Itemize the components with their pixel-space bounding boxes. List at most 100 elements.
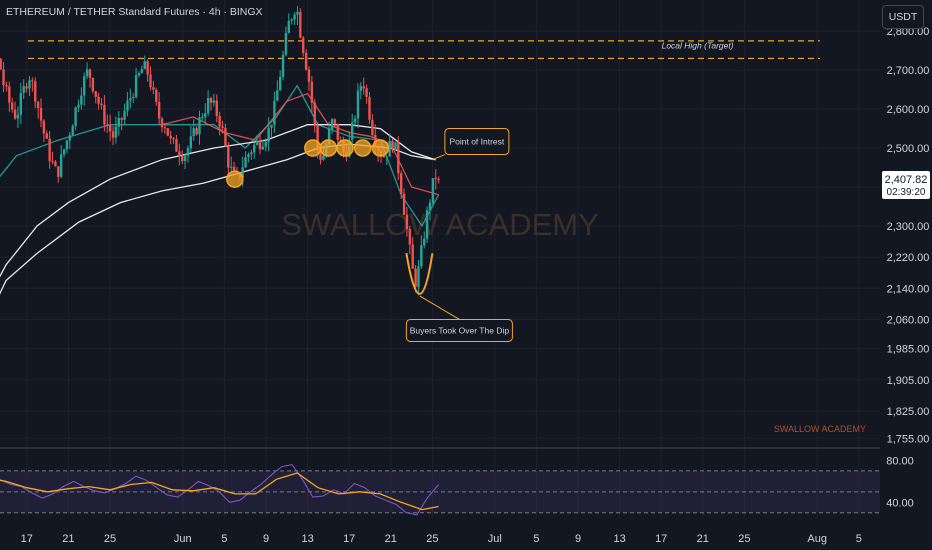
- candle-body: [54, 161, 57, 167]
- price-levels: [28, 40, 820, 60]
- candle-body: [316, 124, 319, 151]
- date-tick-label: 9: [263, 533, 269, 545]
- support-touch-marker: [226, 170, 244, 188]
- candle-body: [175, 139, 178, 152]
- price-tick-label: 2,140.00: [887, 283, 930, 295]
- candle-body: [408, 229, 412, 245]
- date-tick-label: 17: [655, 533, 667, 545]
- candle-body: [336, 123, 339, 140]
- candle-body: [0, 58, 2, 70]
- candle-body: [126, 100, 129, 111]
- candle-body: [227, 146, 230, 168]
- date-tick-label: 21: [62, 533, 74, 545]
- candle-body: [221, 126, 224, 128]
- candle-body: [333, 119, 337, 124]
- candle-body: [80, 95, 83, 105]
- candle-body: [123, 110, 126, 120]
- candle-body: [97, 96, 100, 104]
- candle-body: [10, 102, 14, 110]
- candle-body: [186, 148, 190, 156]
- candle-body: [25, 86, 28, 89]
- candle-body: [91, 78, 95, 92]
- dip-arc: [405, 253, 434, 295]
- date-tick-label: 21: [697, 533, 709, 545]
- date-tick-label: 13: [613, 533, 625, 545]
- callout-text: Buyers Took Over The Dip: [410, 325, 510, 335]
- candle-body: [108, 125, 112, 132]
- candle-body: [397, 142, 400, 174]
- candle-body: [241, 167, 244, 178]
- chart-title: ETHEREUM / TETHER Standard Futures · 4h …: [6, 6, 263, 18]
- candle-body: [371, 119, 374, 135]
- candle-body: [382, 156, 386, 158]
- candle-body: [304, 52, 308, 70]
- candle-body: [437, 178, 440, 180]
- candle-body: [22, 86, 25, 93]
- date-tick-label: Jul: [488, 533, 502, 545]
- candle-body: [284, 32, 288, 55]
- price-axis[interactable]: 2,800.002,700.002,600.002,500.002,400.00…: [887, 26, 930, 445]
- rsi-ma-line: [0, 472, 439, 511]
- candle-body: [140, 68, 144, 74]
- candle-body: [180, 155, 184, 162]
- candle-body: [405, 214, 409, 230]
- candle-body: [204, 113, 207, 117]
- candle-body: [287, 20, 291, 33]
- candle-body: [48, 138, 51, 162]
- price-tick-label: 1,985.00: [887, 344, 930, 356]
- candle-body: [160, 118, 164, 128]
- date-tick-label: Jun: [174, 533, 192, 545]
- last-price-countdown: 02:39:20: [887, 187, 926, 198]
- candle-body: [224, 127, 227, 147]
- candle-body: [117, 118, 121, 127]
- candle-body: [198, 117, 201, 135]
- rsi-pane: [0, 463, 880, 516]
- candle-body: [88, 69, 92, 79]
- candle-body: [94, 91, 97, 97]
- candle-body: [149, 74, 152, 88]
- candle-body: [74, 107, 77, 126]
- price-tick-label: 1,905.00: [887, 375, 930, 387]
- candle-body: [365, 88, 368, 97]
- candle-body: [270, 124, 273, 128]
- candle-body: [319, 150, 322, 160]
- candle-body: [278, 77, 282, 91]
- callout-text: Point of Intrest: [449, 137, 504, 147]
- currency-button[interactable]: USDT: [882, 5, 924, 29]
- candle-body: [100, 103, 103, 105]
- callout-box: [405, 318, 513, 342]
- candle-body: [114, 126, 118, 138]
- candle-body: [215, 100, 218, 116]
- candle-body: [420, 245, 423, 267]
- candle-body: [106, 124, 109, 126]
- price-tick-label: 1,825.00: [887, 406, 930, 418]
- candle-body: [218, 115, 221, 127]
- date-tick-label: 9: [575, 533, 581, 545]
- candle-body: [247, 154, 250, 158]
- support-touch-marker: [371, 139, 390, 157]
- date-axis[interactable]: 13172125Jun5913172125Jul5913172125Aug5: [0, 533, 862, 545]
- grid: [0, 0, 880, 518]
- ma-line: [0, 124, 436, 278]
- candle-body: [310, 81, 314, 103]
- candle-body: [36, 101, 40, 108]
- candle-body: [51, 161, 54, 163]
- candle-body: [359, 86, 363, 91]
- candle-body: [250, 152, 253, 155]
- candle-body: [65, 140, 69, 150]
- candle-body: [39, 107, 43, 121]
- candle-body: [212, 100, 216, 103]
- date-tick-label: 5: [533, 533, 539, 545]
- candle-body: [45, 133, 48, 139]
- candle-body: [399, 173, 403, 194]
- candle-body: [261, 146, 265, 150]
- rsi-axis[interactable]: 80.00 40.00: [886, 455, 914, 509]
- candle-body: [374, 134, 377, 147]
- candle-body: [296, 11, 299, 15]
- candle-body: [276, 90, 279, 101]
- date-tick-label: 21: [385, 533, 397, 545]
- candle-body: [313, 102, 316, 125]
- candle-body: [16, 114, 20, 119]
